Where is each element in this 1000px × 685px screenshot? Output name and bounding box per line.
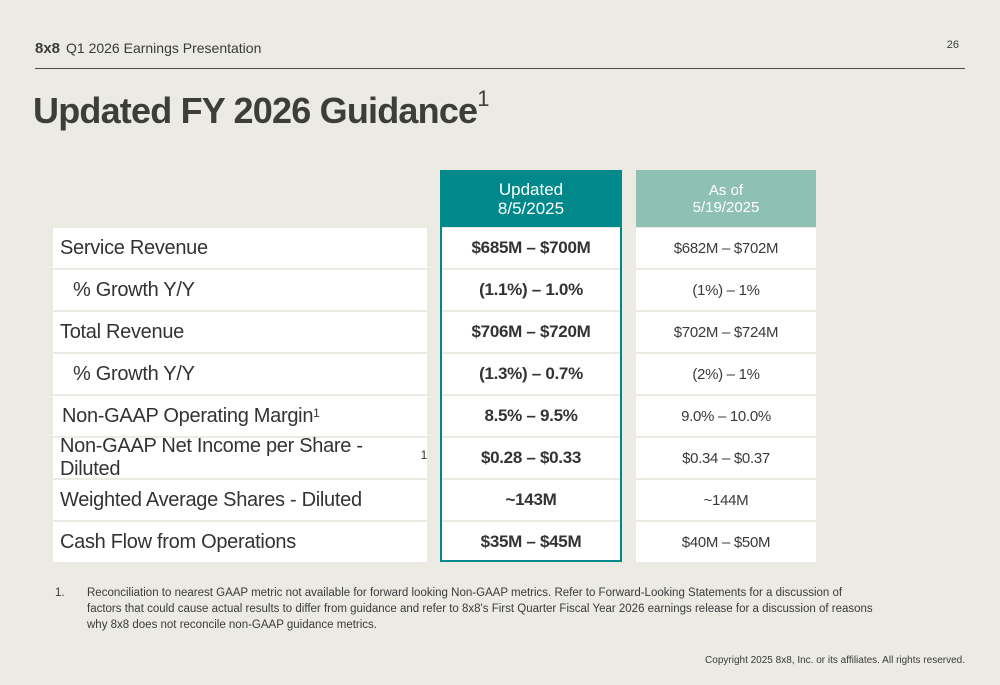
table-row: Total Revenue $706M – $720M $702M – $724… [53,312,816,354]
row-label: Total Revenue [53,312,427,352]
asof-value: 9.0% – 10.0% [636,396,816,436]
column-header-updated: Updated 8/5/2025 [440,170,622,227]
footnote-marker: 1 [313,406,320,420]
updated-value: $685M – $700M [442,228,620,268]
row-label-text: Total Revenue [60,320,184,343]
column-header-updated-line2: 8/5/2025 [497,198,565,218]
copyright-notice: Copyright 2025 8x8, Inc. or its affiliat… [705,655,965,666]
row-label: % Growth Y/Y [53,270,427,310]
updated-column-frame [440,170,622,562]
deck-title: Q1 2026 Earnings Presentation [66,40,262,56]
slide-header: 8x8 Q1 2026 Earnings Presentation 26 [35,38,965,69]
row-label-text: Non-GAAP Net Income per Share - Diluted [60,435,363,480]
asof-value: $40M – $50M [636,522,816,562]
row-label: Non-GAAP Operating Margin 1 [53,396,427,436]
updated-value: $706M – $720M [442,312,620,352]
table-row: Weighted Average Shares - Diluted ~143M … [53,480,816,522]
row-label-text: % Growth Y/Y [73,362,195,385]
updated-value: ~143M [442,480,620,520]
asof-value: $702M – $724M [636,312,816,352]
page-number: 26 [946,39,959,51]
row-label-text: Cash Flow from Operations [60,530,296,553]
table-row: Service Revenue $685M – $700M $682M – $7… [53,228,816,270]
asof-value: $682M – $702M [636,228,816,268]
row-label-text: Weighted Average Shares - Diluted [60,488,362,511]
row-label: Weighted Average Shares - Diluted [53,480,427,520]
updated-value: 8.5% – 9.5% [442,396,620,436]
table-row: Non-GAAP Net Income per Share - Diluted 1… [53,435,816,480]
table-row: % Growth Y/Y (1.3%) – 0.7% (2%) – 1% [53,354,816,396]
row-label: Non-GAAP Net Income per Share - Diluted 1 [53,435,428,480]
row-label-text: Non-GAAP Operating Margin [62,404,314,427]
footnote-marker: 1 [420,448,428,462]
slide-title: Updated FY 2026 Guidance1 [33,86,490,132]
updated-value: (1.3%) – 0.7% [442,354,620,394]
footnote-text: Reconciliation to nearest GAAP metric no… [87,587,873,631]
company-logo: 8x8 [35,40,61,57]
row-label-text: % Growth Y/Y [73,278,195,301]
updated-value: $0.28 – $0.33 [442,438,620,478]
slide-title-text: Updated FY 2026 Guidance [33,90,478,131]
asof-value: (1%) – 1% [636,270,816,310]
row-label: Cash Flow from Operations [53,522,427,562]
table-row: Non-GAAP Operating Margin 1 8.5% – 9.5% 9… [53,396,816,438]
column-header-asof-line2: 5/19/2025 [692,198,760,216]
column-header-asof-line1: As of [708,181,744,199]
table-row: Cash Flow from Operations $35M – $45M $4… [53,522,816,564]
row-label: % Growth Y/Y [53,354,427,394]
footnote: 1. Reconciliation to nearest GAAP metric… [55,585,875,633]
row-label-text: Service Revenue [60,236,208,259]
column-header-updated-line1: Updated [498,179,564,199]
column-header-asof: As of 5/19/2025 [636,170,816,227]
table-row: % Growth Y/Y (1.1%) – 1.0% (1%) – 1% [53,270,816,312]
asof-value: ~144M [636,480,816,520]
asof-value: (2%) – 1% [636,354,816,394]
guidance-table: Service Revenue $685M – $700M $682M – $7… [53,228,816,564]
updated-value: $35M – $45M [442,522,620,562]
footnote-number: 1. [55,587,65,599]
asof-value: $0.34 – $0.37 [636,438,816,478]
title-footnote-marker: 1 [477,86,489,111]
row-label: Service Revenue [53,228,427,268]
updated-value: (1.1%) – 1.0% [442,270,620,310]
